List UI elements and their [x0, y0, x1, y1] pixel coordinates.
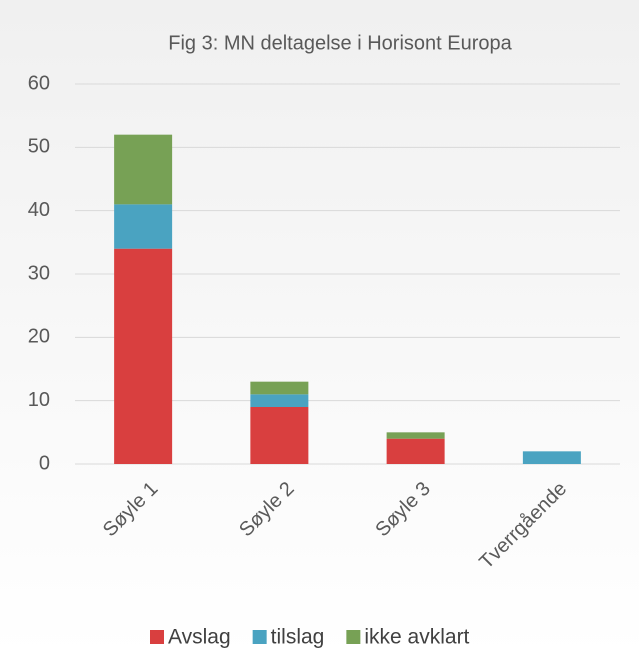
legend-label: Avslag	[168, 626, 231, 649]
bar-segment	[250, 407, 309, 464]
bar-segment	[522, 451, 581, 464]
bar-segment	[114, 134, 173, 205]
legend-swatch	[150, 630, 164, 644]
bar-segment	[250, 394, 309, 407]
chart-title: Fig 3: MN deltagelse i Horisont Europa	[168, 32, 512, 54]
y-tick-label: 40	[28, 199, 50, 221]
bar-segment	[250, 381, 309, 395]
y-tick-label: 10	[28, 389, 50, 411]
y-tick-label: 50	[28, 136, 50, 158]
y-tick-label: 20	[28, 326, 50, 348]
y-tick-label: 30	[28, 262, 50, 284]
y-tick-label: 60	[28, 72, 50, 94]
y-tick-label: 0	[39, 452, 50, 474]
legend-swatch	[252, 630, 267, 644]
legend: Avslag tilslag ikke avklart	[150, 626, 470, 649]
legend-swatch	[346, 630, 361, 644]
legend-label: tilslag	[271, 626, 325, 649]
bar-segment	[386, 438, 445, 464]
bar-segment	[114, 204, 173, 249]
bar-segment	[114, 248, 173, 464]
bar-segment	[386, 432, 445, 439]
legend-label: ikke avklart	[364, 626, 469, 649]
